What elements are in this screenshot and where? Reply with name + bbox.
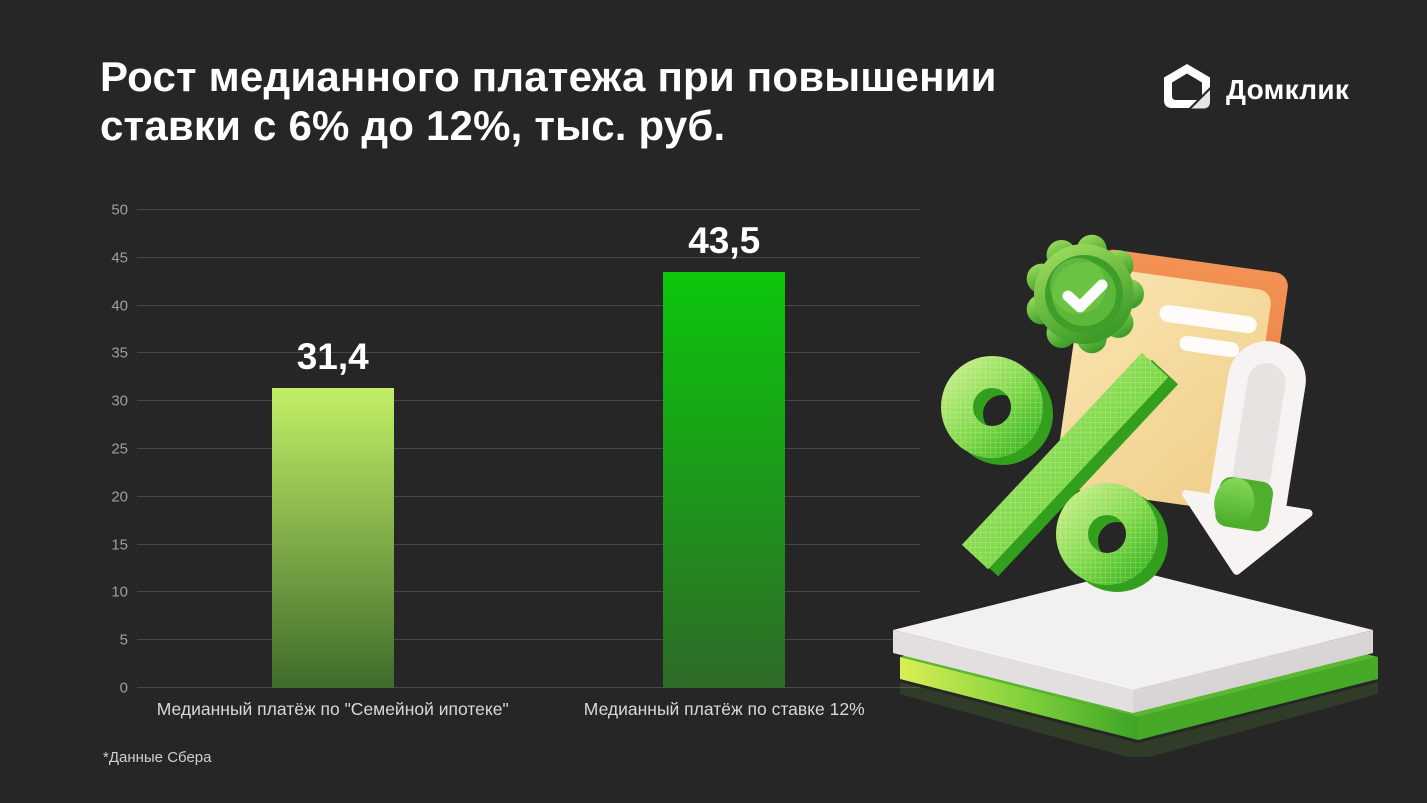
gridline-50 <box>137 209 920 210</box>
down-arrow-icon <box>1182 341 1313 575</box>
gridline-20 <box>137 495 920 497</box>
y-tick-label-35: 35 <box>111 344 128 362</box>
page-title: Рост медианного платежа при повышении ст… <box>100 52 1140 150</box>
category-label-1: Медианный платёж по "Семейной ипотеке" <box>156 699 509 719</box>
gridline-35 <box>137 352 920 354</box>
y-tick-label-5: 5 <box>119 631 128 649</box>
title-line-2: ставки с 6% до 12%, тыс. руб. <box>100 102 726 149</box>
y-tick-label-0: 0 <box>119 679 128 697</box>
gridline-45 <box>137 256 920 258</box>
title-line-1: Рост медианного платежа при повышении <box>100 53 997 100</box>
bar-value-label-1: 31,4 <box>296 335 369 377</box>
x-axis-category-labels: Медианный платёж по "Семейной ипотеке" Ме… <box>137 699 920 720</box>
gridline-15 <box>137 543 920 545</box>
y-tick-label-10: 10 <box>111 583 128 601</box>
category-label-2: Медианный платёж по ставке 12% <box>583 699 865 719</box>
y-axis: 0 5 10 15 20 25 30 35 40 45 50 <box>88 202 128 697</box>
check-badge-icon <box>1026 234 1144 354</box>
checkmark-icon <box>1062 279 1108 313</box>
bar-1 <box>271 387 394 688</box>
bar-2 <box>663 272 786 688</box>
y-tick-label-20: 20 <box>111 488 128 506</box>
percent-3d-icon <box>941 352 1179 592</box>
bar-value-label-2: 43,5 <box>688 220 761 262</box>
y-tick-label-25: 25 <box>111 440 128 458</box>
gridline-5 <box>137 639 920 641</box>
gridline-40 <box>137 304 920 306</box>
y-tick-label-15: 15 <box>111 536 128 554</box>
gridline-0 <box>137 687 920 688</box>
gridline-25 <box>137 448 920 449</box>
domclick-logo: Домклик <box>1161 62 1349 118</box>
y-tick-label-45: 45 <box>111 249 128 267</box>
platform-white <box>893 570 1373 713</box>
footnote: *Данные Сбера <box>103 749 212 766</box>
document-text-bar <box>1179 335 1240 358</box>
y-tick-label-40: 40 <box>111 297 128 315</box>
gridline-30 <box>137 400 920 402</box>
percent-illustration <box>893 234 1378 757</box>
bar-chart-plot-area: 31,4 43,5 <box>137 209 920 688</box>
domclick-house-icon <box>1164 64 1211 109</box>
logo-text: Домклик <box>1226 74 1350 105</box>
gridline-10 <box>137 591 920 593</box>
y-tick-label-50: 50 <box>111 201 128 219</box>
y-tick-label-30: 30 <box>111 392 128 410</box>
document-text-bar <box>1159 304 1257 334</box>
